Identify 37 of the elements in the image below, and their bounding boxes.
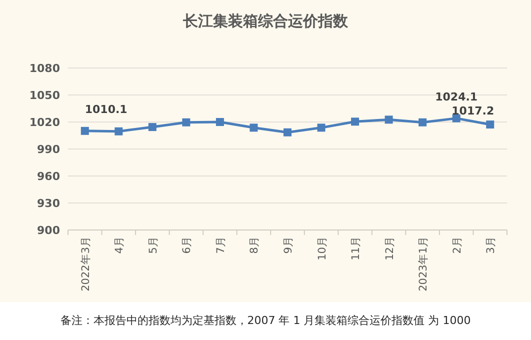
y-tick-label: 900: [37, 224, 60, 237]
x-tick-label: 7月: [214, 236, 227, 254]
point: [317, 124, 326, 132]
point: [80, 126, 89, 135]
point: [284, 128, 292, 136]
point: [216, 118, 224, 126]
x-tick-label: 2022年3月: [80, 236, 92, 292]
text: 备注：本报告中的指数均为定基指数，2007 年 1 月集装箱综合运价指数值 为 1000: [60, 314, 471, 327]
point: [351, 118, 360, 126]
point: [384, 116, 393, 124]
x-tick-label: 11月: [350, 236, 362, 260]
x-tick-label: 12月: [384, 236, 396, 260]
x-tick-label: 5月: [147, 236, 160, 254]
chart-title: 长江集装箱综合运价指数: [182, 12, 349, 30]
point: [486, 120, 494, 129]
data-label: 1010.1: [84, 102, 128, 116]
y-tick-label: 1050: [29, 89, 60, 102]
x-tick-label: 3月: [485, 236, 498, 254]
x-tick-label: 9月: [282, 236, 294, 254]
point: [114, 127, 123, 136]
y-tick-label: 930: [37, 197, 60, 210]
data-label: 1024.1: [435, 90, 478, 104]
y-tick-label: 990: [37, 143, 60, 156]
x-tick-label: 10月: [316, 236, 328, 260]
y-tick-label: 960: [37, 170, 60, 183]
x-tick-label: 8月: [248, 236, 261, 254]
x-tick-label: 2月: [451, 236, 464, 254]
x-tick-label: 2023年1月: [418, 236, 430, 292]
x-tick-label: 4月: [114, 236, 126, 254]
point: [182, 118, 190, 126]
point: [148, 123, 156, 132]
point: [418, 118, 427, 126]
data-label: 1017.2: [452, 104, 494, 118]
x-tick-label: 6月: [181, 236, 194, 254]
y-tick-label: 1080: [29, 62, 60, 75]
y-tick-label: 1020: [29, 116, 60, 129]
point: [250, 124, 258, 132]
